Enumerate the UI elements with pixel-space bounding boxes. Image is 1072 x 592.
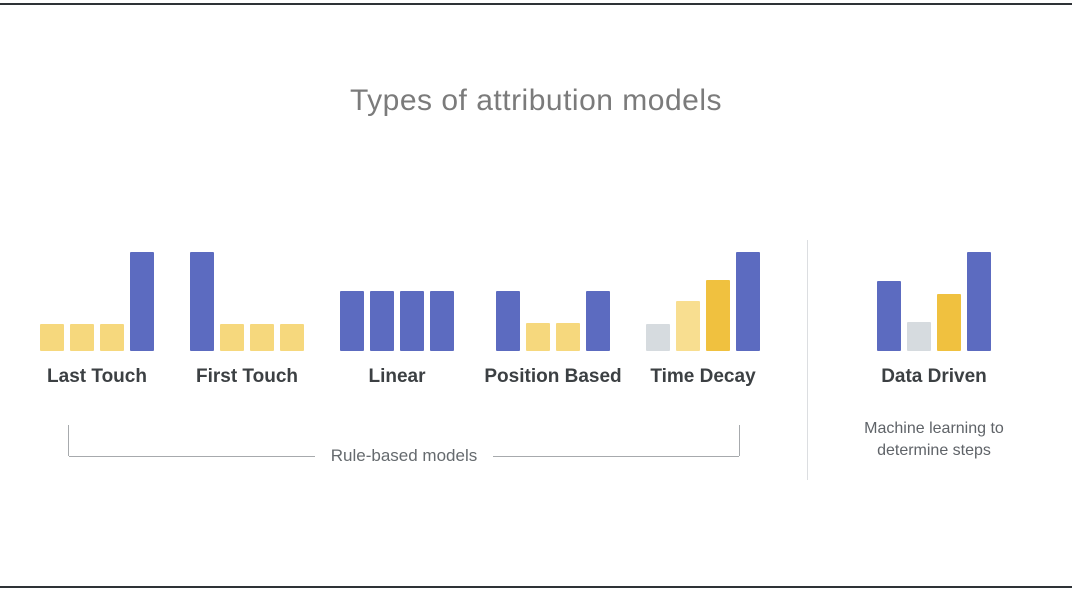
bar-indigo: [496, 291, 520, 351]
bar-gold: [706, 280, 730, 351]
rule-based-bracket: Rule-based models: [68, 425, 740, 465]
bar-gray: [646, 324, 670, 351]
bar-gold: [937, 294, 961, 351]
bar-indigo: [967, 252, 991, 351]
bracket-line-left: [69, 455, 315, 457]
chart-label-position-based: Position Based: [484, 366, 622, 387]
machine-learning-note: Machine learning to determine steps: [864, 420, 1004, 459]
bar-yellow: [556, 323, 580, 351]
chart-label-first-touch: First Touch: [195, 366, 299, 387]
chart-linear: Linear: [340, 252, 454, 388]
chart-first-touch: First Touch: [190, 252, 304, 388]
bars-linear: [340, 252, 454, 351]
bar-light_yellow: [676, 301, 700, 351]
bar-yellow: [280, 324, 304, 351]
bar-indigo: [586, 291, 610, 351]
top-frame-rule: [0, 3, 1072, 5]
bars-position-based: [496, 252, 610, 351]
bar-indigo: [400, 291, 424, 351]
chart-label-time-decay: Time Decay: [650, 366, 756, 387]
bar-yellow: [220, 324, 244, 351]
bracket-label: Rule-based models: [330, 446, 478, 465]
section-divider: [807, 240, 808, 480]
bar-indigo: [340, 291, 364, 351]
bar-yellow: [526, 323, 550, 351]
bar-indigo: [190, 252, 214, 351]
chart-position-based: Position Based: [484, 252, 622, 388]
bar-yellow: [100, 324, 124, 351]
bars-last-touch: [40, 252, 154, 351]
page-title: Types of attribution models: [349, 84, 723, 117]
bars-first-touch: [190, 252, 304, 351]
chart-time-decay: Time Decay: [646, 252, 760, 388]
bar-indigo: [736, 252, 760, 351]
bars-time-decay: [646, 252, 760, 351]
chart-last-touch: Last Touch: [40, 252, 154, 388]
bar-yellow: [250, 324, 274, 351]
bar-indigo: [877, 281, 901, 351]
bracket-row: Rule-based models: [69, 446, 739, 466]
bar-indigo: [430, 291, 454, 351]
chart-label-data-driven: Data Driven: [881, 366, 987, 387]
bar-indigo: [370, 291, 394, 351]
chart-data-driven: Data Driven: [877, 252, 991, 388]
bar-yellow: [70, 324, 94, 351]
bar-yellow: [40, 324, 64, 351]
bracket-line-right: [493, 455, 739, 457]
bars-data-driven: [877, 252, 991, 351]
chart-label-last-touch: Last Touch: [47, 366, 147, 387]
bar-gray: [907, 322, 931, 351]
chart-label-linear: Linear: [368, 366, 426, 387]
bottom-frame-rule: [0, 586, 1072, 588]
bar-indigo: [130, 252, 154, 351]
